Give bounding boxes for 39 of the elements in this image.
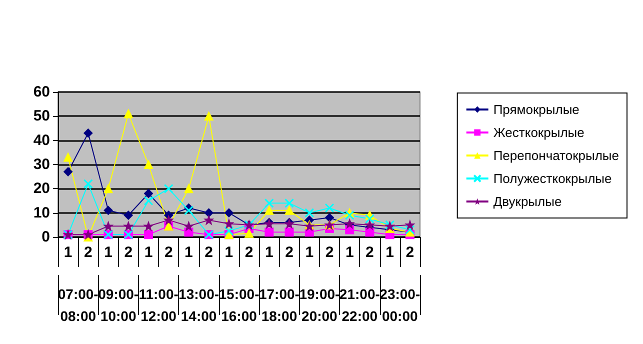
- x-tick-label: 2: [84, 244, 92, 261]
- x-tick-label: 2: [204, 244, 214, 261]
- text: 19:00-20:00: [299, 286, 340, 324]
- x-tick-label: 2: [124, 244, 133, 261]
- y-tick-label: 20: [33, 180, 50, 198]
- x-tick-label: 1: [104, 244, 112, 261]
- legend-label: Прямокрылые: [493, 102, 580, 117]
- x-tick-label: 1: [144, 244, 153, 261]
- y-tick-label: 30: [33, 156, 50, 173]
- x-tick-label: 2: [164, 244, 173, 261]
- text: 07:00-08:00: [58, 286, 99, 324]
- legend-label: Жесткокрылые: [493, 125, 584, 140]
- text: 17:00-18:00: [258, 286, 300, 324]
- x-tick-label: 2: [244, 244, 254, 261]
- y-tick-label: 40: [33, 132, 50, 149]
- y-tick-label: 0: [42, 228, 50, 246]
- text: 21:00-22:00: [339, 286, 380, 324]
- legend-label: Перепончатокрылые: [493, 148, 620, 163]
- x-tick-label: 1: [345, 244, 354, 261]
- text: 13:00-14:00: [178, 286, 220, 324]
- x-tick-label: 2: [406, 244, 414, 261]
- legend-label: Двукрылые: [493, 194, 562, 209]
- x-tick-label: 1: [386, 244, 394, 261]
- x-tick-label: 2: [285, 244, 294, 261]
- legend-label: Полужесткокрылые: [493, 171, 612, 186]
- x-tick-label: 2: [325, 244, 334, 261]
- x-tick-label: 1: [264, 244, 274, 261]
- x-tick-label: 1: [64, 244, 72, 261]
- x-tick-label: 1: [184, 244, 193, 261]
- text: 09:00-10:00: [98, 286, 139, 324]
- x-tick-label: 1: [224, 244, 234, 261]
- x-tick-label: 1: [305, 244, 314, 261]
- text: 11:00-12:00: [138, 286, 179, 324]
- y-tick-label: 50: [33, 108, 50, 125]
- y-tick-label: 10: [33, 204, 50, 222]
- text: 15:00-16:00: [218, 286, 260, 324]
- text: 23:00-00:00: [380, 286, 420, 324]
- x-tick-label: 2: [366, 244, 374, 261]
- y-tick-label: 60: [33, 84, 50, 100]
